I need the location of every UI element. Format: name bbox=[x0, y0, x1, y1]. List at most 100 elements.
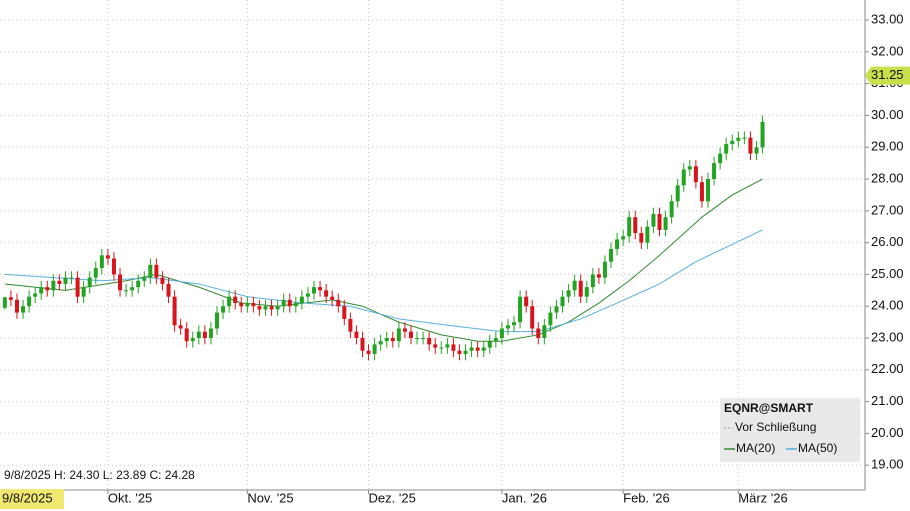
candle-body bbox=[433, 344, 438, 348]
candle-body bbox=[536, 328, 541, 339]
candle-body bbox=[578, 280, 583, 297]
candle-body bbox=[257, 306, 262, 310]
candle-body bbox=[602, 261, 607, 278]
candle-body bbox=[706, 179, 711, 202]
candle-body bbox=[221, 306, 226, 313]
candle-body bbox=[657, 213, 662, 230]
candle-body bbox=[190, 338, 195, 342]
candle-body bbox=[421, 338, 426, 340]
ma-line bbox=[4, 178, 763, 342]
candle-body bbox=[348, 318, 353, 332]
candle-body bbox=[669, 201, 674, 218]
y-tick-label: 20.00 bbox=[871, 425, 904, 440]
candle-body bbox=[136, 280, 141, 288]
cursor-date-box bbox=[0, 489, 64, 509]
legend-title[interactable]: EQNR@SMART bbox=[724, 401, 814, 415]
candle-body bbox=[445, 344, 450, 348]
candle-body bbox=[118, 274, 123, 291]
candle-body bbox=[45, 287, 50, 291]
candle-body bbox=[245, 303, 250, 307]
candle-body bbox=[651, 213, 656, 227]
legend-label[interactable]: MA(20) bbox=[736, 441, 775, 455]
last-price-badge bbox=[865, 66, 910, 85]
candle-body bbox=[293, 303, 298, 307]
y-tick-label: 19.00 bbox=[871, 457, 904, 472]
candle-body bbox=[427, 338, 432, 345]
candle-body bbox=[142, 277, 147, 281]
candle-body bbox=[251, 303, 256, 307]
candle-body bbox=[239, 303, 244, 307]
candle-body bbox=[415, 338, 420, 340]
candle-body bbox=[402, 328, 407, 332]
candle-body bbox=[548, 312, 553, 326]
candle-body bbox=[384, 338, 389, 342]
candle-body bbox=[408, 331, 413, 339]
candle-body bbox=[14, 299, 19, 313]
legend-box bbox=[720, 398, 860, 462]
candle-body bbox=[215, 312, 220, 329]
candle-body bbox=[524, 296, 529, 307]
x-tick-label: Feb. '26 bbox=[623, 490, 670, 505]
candle-body bbox=[596, 274, 601, 278]
candle-body bbox=[69, 277, 74, 279]
candle-body bbox=[621, 236, 626, 240]
candle-body bbox=[609, 248, 614, 262]
candle-body bbox=[378, 341, 383, 345]
candle-body bbox=[512, 322, 517, 326]
candle-body bbox=[202, 331, 207, 339]
candle-body bbox=[742, 137, 747, 139]
candle-body bbox=[718, 153, 723, 164]
candle-body bbox=[505, 325, 510, 329]
candle-body bbox=[275, 306, 280, 310]
x-tick-label: März '26 bbox=[738, 490, 787, 505]
y-tick-label: 27.00 bbox=[871, 202, 904, 217]
candle-body bbox=[760, 121, 765, 148]
candle-body bbox=[75, 277, 80, 297]
candle-body bbox=[87, 277, 92, 288]
candle-body bbox=[451, 344, 456, 351]
candle-body bbox=[663, 217, 668, 230]
candle-body bbox=[160, 277, 165, 284]
candle-body bbox=[33, 293, 38, 297]
candle-body bbox=[318, 287, 323, 291]
y-tick-label: 30.00 bbox=[871, 107, 904, 122]
ma-line bbox=[4, 229, 763, 333]
candle-body bbox=[699, 182, 704, 202]
candle-body bbox=[311, 287, 316, 294]
legend-note: Vor Schließung bbox=[735, 420, 816, 434]
candle-body bbox=[330, 296, 335, 300]
candle-body bbox=[675, 185, 680, 202]
candle-body bbox=[154, 264, 159, 278]
candle-body bbox=[63, 277, 68, 284]
candle-body bbox=[178, 325, 183, 329]
candle-body bbox=[148, 264, 153, 278]
candle-body bbox=[627, 217, 632, 237]
y-tick-label: 22.00 bbox=[871, 361, 904, 376]
y-tick-label: 26.00 bbox=[871, 234, 904, 249]
candle-body bbox=[518, 296, 523, 323]
candle-body bbox=[439, 347, 444, 349]
y-tick-label: 28.00 bbox=[871, 170, 904, 185]
candle-body bbox=[554, 306, 559, 313]
y-tick-label: 32.00 bbox=[871, 43, 904, 58]
candle-body bbox=[712, 163, 717, 180]
candle-body bbox=[396, 328, 401, 342]
x-tick-label: Dez. '25 bbox=[369, 490, 416, 505]
y-tick-label: 23.00 bbox=[871, 329, 904, 344]
candle-body bbox=[93, 268, 98, 278]
candle-body bbox=[590, 274, 595, 288]
candle-body bbox=[2, 297, 7, 308]
candle-body bbox=[681, 169, 686, 186]
candle-body bbox=[615, 239, 620, 249]
x-tick-label: Nov. '25 bbox=[247, 490, 293, 505]
candle-body bbox=[269, 306, 274, 310]
candle-body bbox=[360, 338, 365, 351]
candle-body bbox=[305, 293, 310, 297]
candle-body bbox=[390, 338, 395, 342]
y-tick-label: 21.00 bbox=[871, 393, 904, 408]
candle-body bbox=[633, 217, 638, 234]
plot bbox=[2, 115, 765, 361]
candle-body bbox=[748, 137, 753, 154]
legend-label[interactable]: MA(50) bbox=[798, 441, 837, 455]
